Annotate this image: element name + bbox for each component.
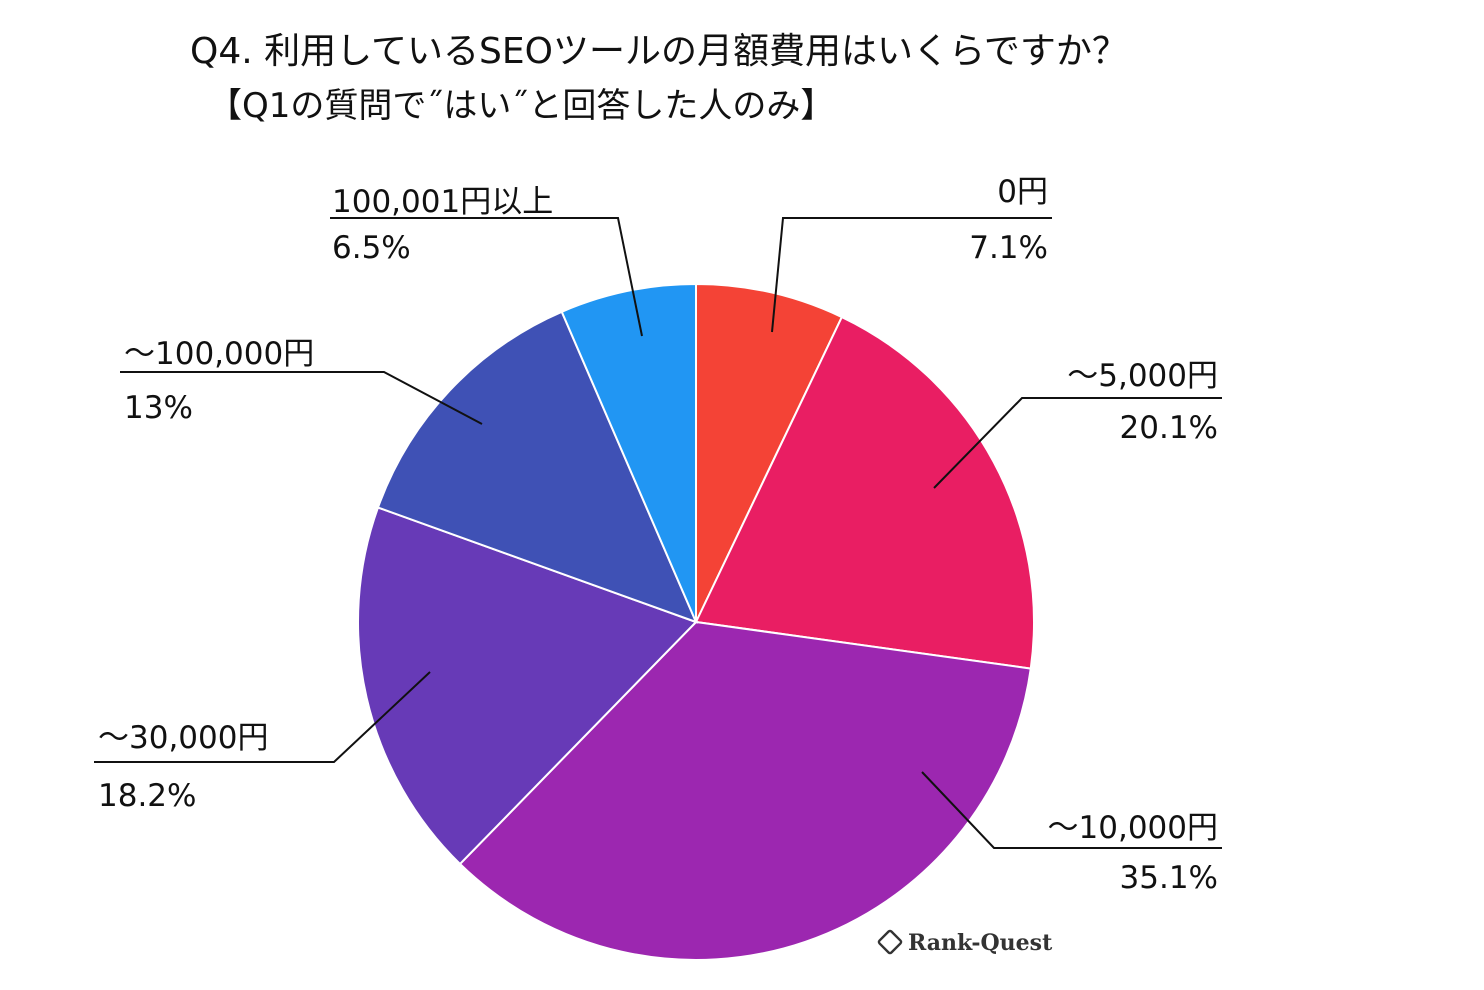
slice-value-label: 7.1%	[969, 230, 1048, 266]
slice-label: ～100,000円	[124, 336, 314, 372]
slice-label: ～5,000円	[1067, 358, 1218, 394]
slice-label: ～10,000円	[1048, 810, 1218, 846]
chart-subtitle: 【Q1の質問で˝はい˝と回答した人のみ】	[208, 86, 835, 126]
slice-label: ～30,000円	[98, 720, 268, 756]
slice-value-label: 20.1%	[1120, 410, 1218, 446]
slice-label: 100,001円以上	[332, 184, 553, 220]
leader-line	[921, 771, 1222, 849]
slice-value-label: 6.5%	[332, 230, 411, 266]
chart-title: Q4. 利用しているSEOツールの月額費用はいくらですか？	[190, 31, 1128, 72]
pie-slice	[694, 315, 1036, 670]
slice-value-label: 35.1%	[1120, 860, 1218, 896]
pie-slice	[376, 310, 698, 624]
leader-line	[933, 397, 1222, 489]
pie-slice	[560, 282, 697, 623]
slice-value-label: 13%	[124, 390, 193, 426]
pie-slice	[695, 282, 844, 623]
watermark-text: Rank-Quest	[908, 930, 1053, 956]
leader-line	[94, 671, 431, 763]
pie-slice	[458, 620, 1032, 961]
logo-icon	[876, 928, 904, 956]
slice-value-label: 18.2%	[98, 778, 196, 814]
leader-line	[120, 371, 483, 425]
leader-line	[330, 217, 643, 337]
leader-line	[771, 217, 1052, 333]
pie-slice	[357, 506, 698, 866]
watermark-logo: Rank-Quest	[876, 928, 1053, 956]
slice-label: 0円	[997, 174, 1048, 210]
